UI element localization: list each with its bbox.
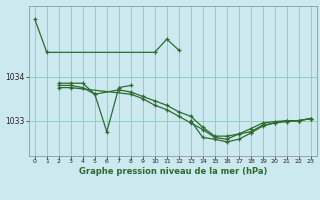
X-axis label: Graphe pression niveau de la mer (hPa): Graphe pression niveau de la mer (hPa) bbox=[79, 167, 267, 176]
